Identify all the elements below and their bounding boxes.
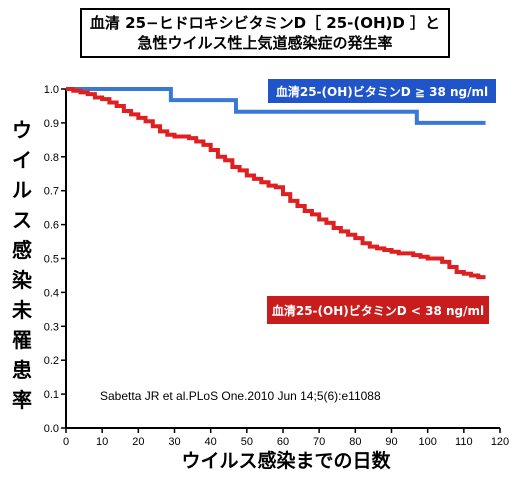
x-tick-label: 10: [96, 436, 108, 448]
x-tick-label: 50: [241, 436, 253, 448]
series-line-low-vitamin-d: [66, 87, 486, 280]
x-tick-label: 0: [63, 436, 69, 448]
x-tick-label: 70: [313, 436, 325, 448]
y-tick-label: 0.1: [44, 389, 59, 401]
y-tick-label: 0.0: [44, 423, 59, 435]
x-tick-label: 90: [385, 436, 397, 448]
legend-low-vitamin-d: 血清25-(OH)ビタミンD < 38 ng/ml: [267, 296, 489, 324]
x-tick-label: 100: [418, 436, 436, 448]
x-axis-label: ウイルス感染までの日数: [181, 450, 391, 472]
x-tick-label: 30: [168, 436, 180, 448]
citation: Sabetta JR et al.PLoS One.2010 Jun 14;5(…: [100, 389, 381, 403]
y-axis-label: ウイルス感染未罹患率: [12, 118, 32, 412]
x-tick-label: 60: [277, 436, 289, 448]
y-tick-label: 0.5: [44, 254, 59, 266]
y-tick-label: 0.9: [44, 118, 59, 130]
y-tick-label: 1.0: [44, 84, 59, 96]
chart-title-line-1: 血清 25−ヒドロキシビタミンD［ 25-(OH)D ］と: [89, 14, 441, 32]
series-line-high-vitamin-d: [66, 87, 486, 125]
legend-high-vitamin-d: 血清25-(OH)ビタミンD ≧ 38 ng/ml: [268, 79, 496, 103]
x-tick-label: 80: [349, 436, 361, 448]
y-tick-label: 0.6: [44, 220, 59, 232]
y-tick-label: 0.8: [44, 152, 59, 164]
y-tick-label: 0.2: [44, 355, 59, 367]
y-tick-label: 0.4: [44, 287, 59, 299]
y-tick-label: 0.3: [44, 321, 59, 333]
chart-title-box: 血清 25−ヒドロキシビタミンD［ 25-(OH)D ］と 急性ウイルス性上気道…: [80, 8, 450, 58]
y-tick-label: 0.7: [44, 186, 59, 198]
x-tick-label: 120: [491, 436, 509, 448]
x-tick-label: 20: [132, 436, 144, 448]
chart-title-line-2: 急性ウイルス性上気道感染症の発生率: [137, 34, 393, 52]
x-tick-label: 40: [205, 436, 217, 448]
x-tick-label: 110: [455, 436, 473, 448]
